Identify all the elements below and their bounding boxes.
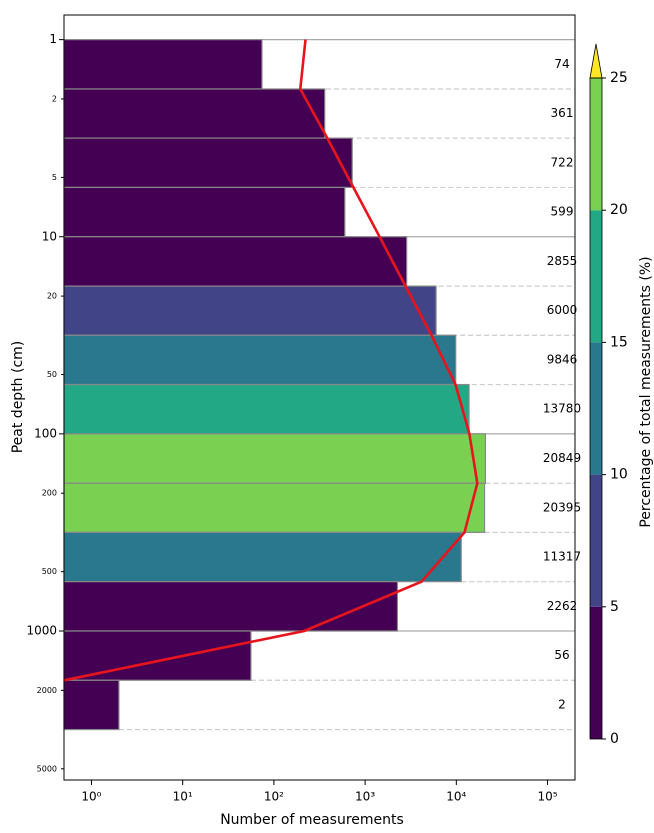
value-label: 599 [551, 205, 574, 219]
bar [63, 334, 457, 386]
y-tick-label: 200 [42, 489, 57, 498]
bar [63, 236, 408, 287]
x-tick-label: 10¹ [173, 790, 193, 804]
value-label: 13780 [543, 402, 581, 416]
colorbar-tick-label: 20 [610, 202, 628, 218]
value-label: 74 [554, 57, 569, 71]
colorbar-label: Percentage of total measurements (%) [638, 256, 654, 527]
colorbar-segment [590, 342, 602, 475]
x-tick-label: 10³ [355, 790, 375, 804]
colorbar-frame [589, 77, 603, 740]
value-label: 56 [554, 648, 569, 662]
y-tick-label: 500 [42, 567, 57, 576]
y-tick-label: 50 [47, 370, 57, 379]
y-tick-label: 2000 [37, 686, 57, 695]
bar [63, 39, 263, 90]
value-label: 2262 [547, 599, 578, 613]
value-label: 9846 [547, 352, 578, 366]
colorbar-segment [590, 606, 602, 739]
y-axis-label: Peat depth (cm) [10, 341, 26, 454]
bar [63, 383, 470, 435]
x-tick-label: 10⁰ [81, 790, 101, 804]
value-label: 361 [551, 106, 574, 120]
colorbar-tick-label: 0 [610, 731, 619, 747]
y-tick-label: 5 [52, 173, 57, 182]
value-label: 722 [551, 155, 574, 169]
plot-frame [63, 14, 576, 781]
x-tick-label: 10² [264, 790, 284, 804]
y-tick-label: 2 [52, 94, 57, 103]
y-tick-label: 100 [34, 426, 57, 440]
colorbar-extend [589, 43, 603, 79]
x-axis-label: Number of measurements [220, 812, 404, 828]
y-tick-label: 10 [42, 229, 57, 243]
bar [63, 186, 346, 238]
bar [63, 482, 486, 533]
colorbar-segment [590, 210, 602, 343]
bar [63, 433, 487, 484]
colorbar-tick-label: 25 [610, 70, 628, 86]
value-label: 2855 [547, 254, 578, 268]
colorbar-tick-label: 10 [610, 467, 628, 483]
value-label: 2 [558, 697, 566, 711]
value-label: 11317 [543, 550, 581, 564]
x-tick-label: 10⁴ [446, 790, 466, 804]
bar [63, 581, 399, 632]
colorbar-segment [590, 474, 602, 607]
value-label: 20849 [543, 451, 581, 465]
bar [63, 285, 437, 336]
bar [63, 679, 120, 731]
y-tick-label: 5000 [37, 764, 57, 773]
x-tick-label: 10⁵ [537, 790, 557, 804]
line [63, 39, 479, 682]
bar [63, 630, 252, 681]
colorbar-segment [590, 78, 602, 211]
colorbar-tick-label: 15 [610, 334, 628, 350]
value-label: 6000 [547, 303, 578, 317]
y-tick-label: 1 [49, 32, 57, 46]
bar [63, 137, 353, 189]
colorbar-tick-label: 5 [610, 599, 619, 615]
y-tick-label: 20 [47, 292, 57, 301]
y-tick-label: 1000 [26, 623, 57, 637]
bar [63, 88, 326, 139]
bar [63, 531, 462, 583]
value-label: 20395 [543, 500, 581, 514]
